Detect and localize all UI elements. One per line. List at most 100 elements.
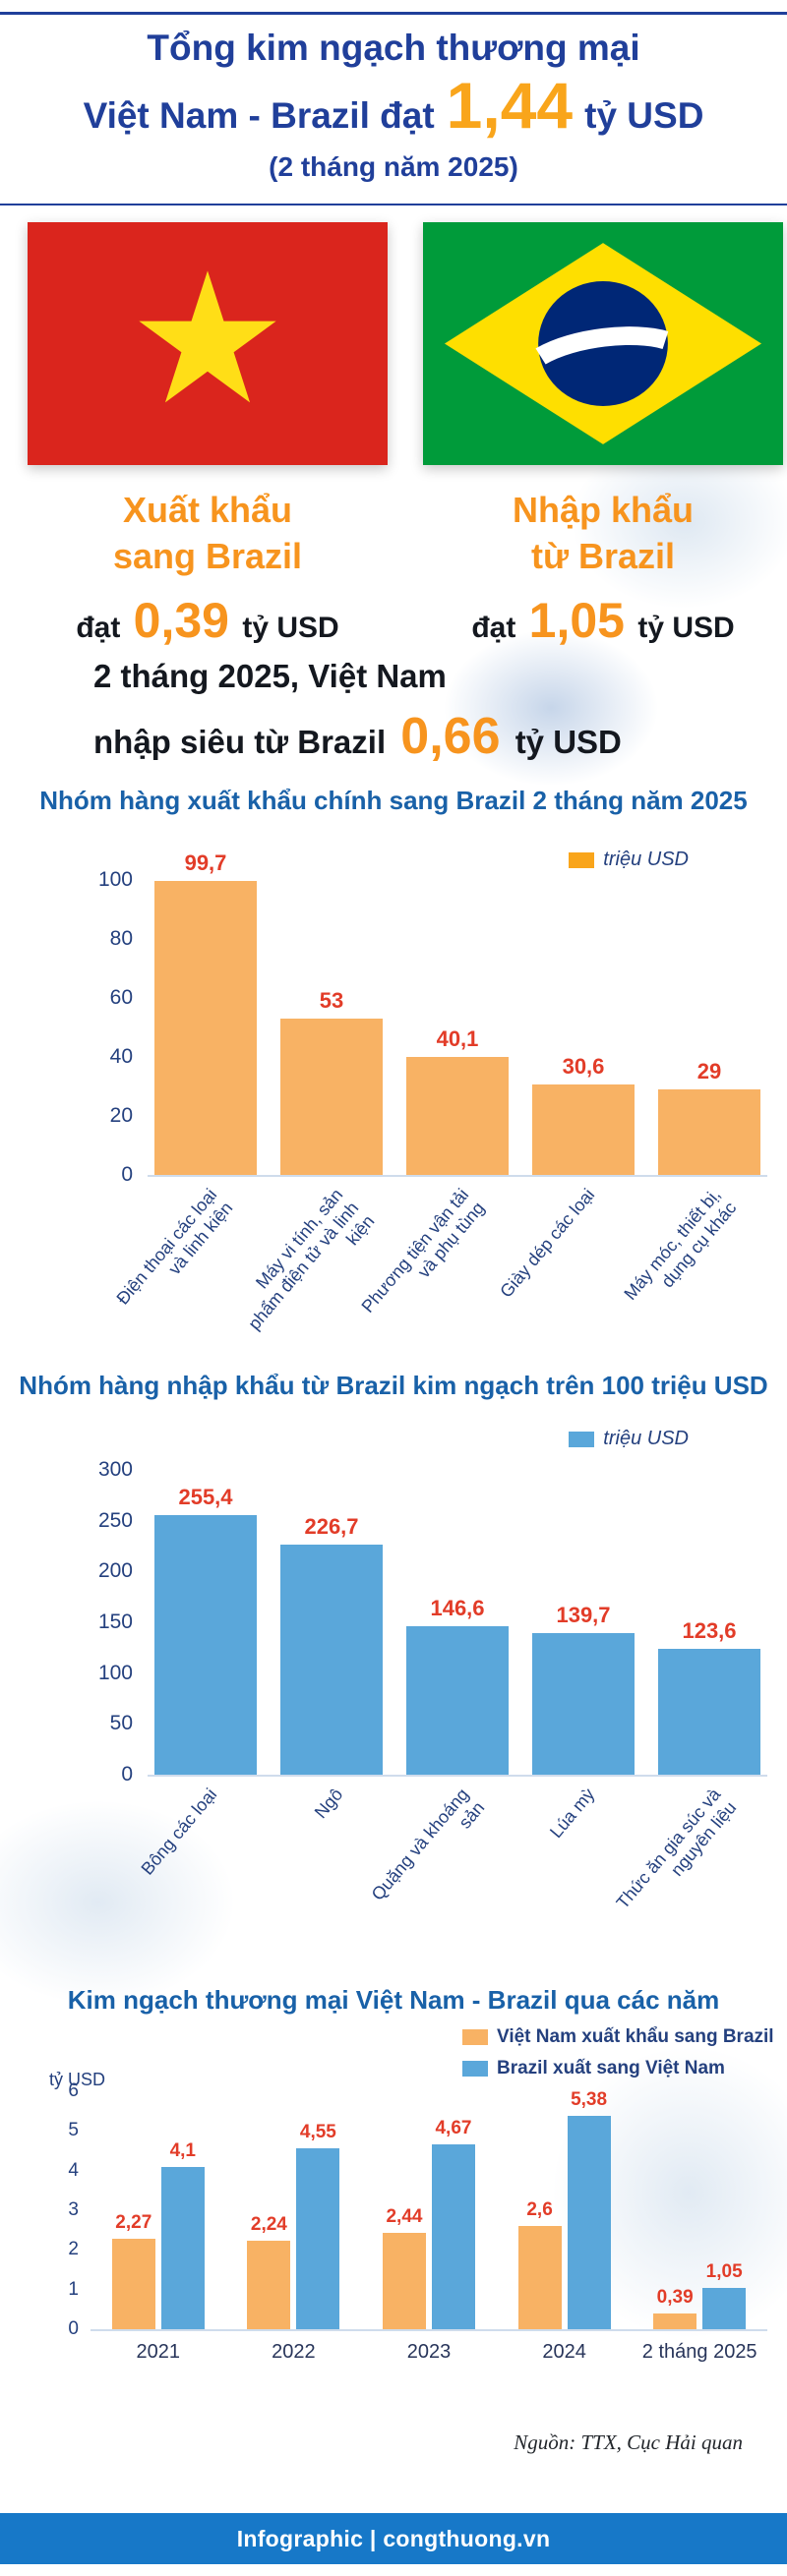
export-stat-block: Xuất khẩu sang Brazil đạt 0,39 tỷ USD — [28, 488, 388, 649]
y-axis-tick: 300 — [97, 1458, 133, 1481]
bar-column: 1,05 — [702, 2091, 747, 2329]
y-axis-tick: 50 — [109, 1712, 133, 1735]
y-axis-tick: 4 — [68, 2159, 79, 2181]
x-axis-label: 2022 — [272, 2341, 316, 2363]
bar-value-label: 139,7 — [556, 1602, 611, 1627]
bar-column: 146,6 Quặng và khoáng sản — [368, 1470, 509, 1904]
import-stat-value: 1,05 — [528, 592, 625, 648]
bar-value-label: 0,39 — [656, 2287, 694, 2309]
bar-column: 4,67 — [431, 2091, 475, 2329]
bar — [653, 2313, 697, 2329]
export-stat-heading-line2: sang Brazil — [112, 535, 303, 576]
bar-value-label: 99,7 — [184, 849, 227, 875]
legend-swatch-export — [462, 2029, 488, 2045]
bar-value-label: 4,67 — [435, 2117, 472, 2138]
x-axis-label: Quặng và khoáng sản — [367, 1785, 489, 1904]
import-stat-suffix: tỷ USD — [637, 611, 735, 644]
bar-value-label: 4,55 — [299, 2122, 336, 2143]
bar-column: 40,1 Phương tiện vận tải và phụ tùng — [357, 880, 509, 1317]
chart-title: Nhóm hàng nhập khẩu từ Brazil kim ngạch … — [19, 1371, 768, 1400]
y-axis-tick: 150 — [97, 1610, 133, 1633]
x-axis-label: 2023 — [406, 2341, 452, 2363]
export-stat-heading-line1: Xuất khẩu — [122, 490, 293, 530]
bar-column: 0,39 — [653, 2091, 697, 2329]
y-axis-tick: 40 — [109, 1045, 133, 1068]
bar-group: 2,27 4,1 2021 — [107, 2091, 210, 2363]
export-stat-heading: Xuất khẩu sang Brazil — [28, 488, 388, 580]
import-stat-prefix: đạt — [471, 611, 516, 644]
main-title-line1: Tổng kim ngạch thương mại — [147, 28, 640, 68]
bar-column: 2,24 — [247, 2091, 291, 2329]
bar — [280, 1019, 383, 1175]
subtitle: (2 tháng năm 2025) — [269, 151, 518, 182]
trade-deficit-line2: nhập siêu từ Brazil 0,66 tỷ USD — [93, 700, 622, 774]
trade-deficit-note: 2 tháng 2025, Việt Nam nhập siêu từ Braz… — [93, 653, 622, 774]
bar — [431, 2143, 475, 2329]
y-axis: 0 50 100 150 200 250 300 — [49, 1458, 133, 1786]
bar — [658, 1649, 760, 1775]
total-trade-value: 1,44 — [446, 69, 574, 142]
chart-legend: Việt Nam xuất khẩu sang Brazil Brazil xu… — [462, 2026, 774, 2079]
trade-deficit-value: 0,66 — [400, 707, 501, 765]
bar-value-label: 255,4 — [178, 1485, 233, 1510]
y-axis-tick: 0 — [121, 1163, 133, 1186]
top-divider — [0, 12, 787, 15]
y-axis-tick: 5 — [68, 2120, 79, 2141]
bar-value-label: 146,6 — [430, 1595, 485, 1620]
bar-value-label: 2,44 — [386, 2205, 423, 2227]
bar — [160, 2166, 205, 2329]
bar-group: 0,39 1,05 2 tháng 2025 — [642, 2091, 757, 2363]
y-axis-tick: 20 — [109, 1104, 133, 1127]
x-axis-label: 2021 — [136, 2341, 181, 2363]
bar-value-label: 123,6 — [682, 1618, 737, 1644]
legend-swatch-import — [462, 2061, 488, 2077]
bar — [406, 1056, 509, 1175]
trade-deficit-suffix: tỷ USD — [515, 723, 622, 760]
x-axis-label: Phương tiện vận tải và phụ tùng — [357, 1185, 489, 1317]
y-axis-tick: 0 — [121, 1763, 133, 1786]
trade-deficit-prefix: nhập siêu từ Brazil — [93, 723, 387, 760]
bar-value-label: 2,24 — [250, 2213, 287, 2235]
y-axis: 0 20 40 60 80 100 — [49, 868, 133, 1186]
bar-value-label: 30,6 — [562, 1054, 605, 1080]
x-axis-label: Máy móc, thiết bị, dụng cụ khác — [620, 1185, 741, 1304]
bar — [532, 1084, 635, 1175]
main-title-line2-suffix: tỷ USD — [584, 95, 704, 136]
x-axis-label: Máy vi tính, sản phẩm điện tử và linh ki… — [244, 1185, 379, 1334]
bar — [517, 2226, 562, 2329]
y-axis-tick: 1 — [68, 2278, 79, 2300]
plot-area: 255,4 Bông các loại 226,7 Ngô 146,6 Quặng và … — [138, 1470, 767, 1912]
import-stat-value-line: đạt 1,05 tỷ USD — [423, 592, 783, 649]
bar — [280, 1544, 383, 1775]
plot-area: 99,7 Điện thoại các loại và linh kiện 53 Má… — [112, 850, 767, 1333]
legend-swatch — [569, 1431, 595, 1447]
bar-column: 255,4 Bông các loại — [138, 1470, 257, 1879]
y-axis-tick: 80 — [109, 927, 133, 950]
legend-label-export: Việt Nam xuất khẩu sang Brazil — [497, 2026, 774, 2047]
bar — [154, 880, 257, 1175]
bar — [382, 2232, 426, 2329]
bar-column: 53 Máy vi tính, sản phẩm điện tử và linh … — [244, 880, 383, 1333]
header-divider — [0, 204, 787, 205]
x-axis-label: 2 tháng 2025 — [641, 2341, 757, 2363]
bar-column: 4,55 — [296, 2091, 340, 2329]
export-goods-chart: Nhóm hàng xuất khẩu chính sang Brazil 2 … — [0, 782, 787, 1367]
y-axis-tick: 200 — [97, 1559, 133, 1583]
bar-group: 2,6 5,38 2024 — [514, 2089, 616, 2363]
bars: 2,27 4,1 2021 2,24 4,55 2022 2,44 4,67 2023 2,6 5,… — [91, 2089, 767, 2363]
bar — [296, 2148, 340, 2329]
bar-value-label: 29 — [696, 1059, 722, 1083]
y-axis-title: tỷ USD — [49, 2070, 106, 2089]
chart-legend: triệu USD — [569, 849, 689, 871]
bar — [702, 2287, 747, 2329]
bar — [154, 1515, 257, 1775]
yearly-trade-chart: Kim ngạch thương mại Việt Nam - Brazil q… — [0, 1981, 787, 2419]
import-stat-heading: Nhập khẩu từ Brazil — [423, 488, 783, 580]
plot-area: 2,27 4,1 2021 2,24 4,55 2022 2,44 4,67 2023 2,6 5,… — [91, 2089, 767, 2363]
import-stat-heading-line2: từ Brazil — [530, 535, 676, 576]
bar-column: 99,7 Điện thoại các loại và linh kiện — [112, 850, 257, 1309]
x-axis-label: Thức ăn gia súc và nguyên liệu — [612, 1785, 741, 1913]
source-credit: Nguồn: TTX, Cục Hải quan — [514, 2430, 743, 2454]
import-goods-chart: Nhóm hàng nhập khẩu từ Brazil kim ngạch … — [0, 1367, 787, 1981]
